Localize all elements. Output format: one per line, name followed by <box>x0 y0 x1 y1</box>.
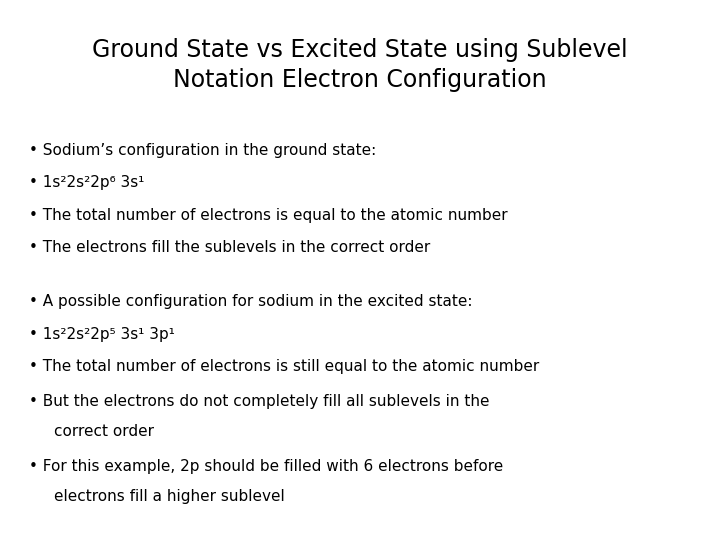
Text: correct order: correct order <box>54 424 154 439</box>
Text: • 1s²2s²2p⁵ 3s¹ 3p¹: • 1s²2s²2p⁵ 3s¹ 3p¹ <box>29 327 175 342</box>
Text: • The total number of electrons is still equal to the atomic number: • The total number of electrons is still… <box>29 359 539 374</box>
Text: • A possible configuration for sodium in the excited state:: • A possible configuration for sodium in… <box>29 294 472 309</box>
Text: • Sodium’s configuration in the ground state:: • Sodium’s configuration in the ground s… <box>29 143 376 158</box>
Text: Ground State vs Excited State using Sublevel
Notation Electron Configuration: Ground State vs Excited State using Subl… <box>92 38 628 92</box>
Text: • The electrons fill the sublevels in the correct order: • The electrons fill the sublevels in th… <box>29 240 430 255</box>
Text: • But the electrons do not completely fill all sublevels in the: • But the electrons do not completely fi… <box>29 394 490 409</box>
Text: • 1s²2s²2p⁶ 3s¹: • 1s²2s²2p⁶ 3s¹ <box>29 176 144 191</box>
Text: electrons fill a higher sublevel: electrons fill a higher sublevel <box>54 489 284 504</box>
Text: • For this example, 2p should be filled with 6 electrons before: • For this example, 2p should be filled … <box>29 459 503 474</box>
Text: • The total number of electrons is equal to the atomic number: • The total number of electrons is equal… <box>29 208 508 223</box>
